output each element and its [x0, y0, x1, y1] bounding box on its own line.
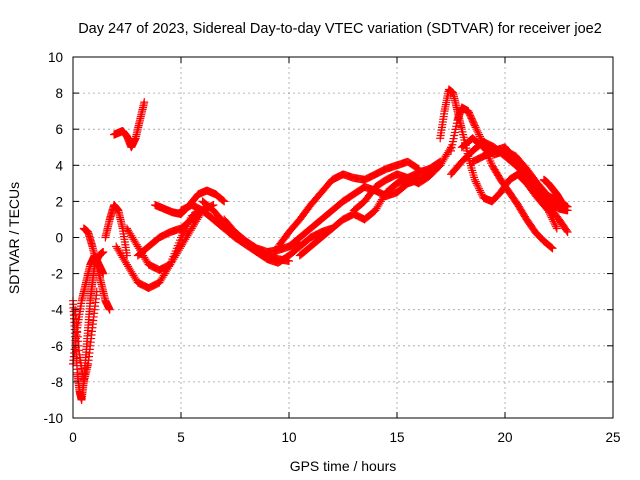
x-tick-label: 20	[497, 430, 512, 445]
series-track-14	[274, 157, 423, 251]
y-tick-label: -4	[51, 303, 63, 318]
y-tick-label: 4	[55, 158, 63, 173]
series-track-19	[447, 103, 557, 253]
data-point	[548, 244, 557, 253]
data-point	[550, 219, 559, 228]
data-point	[471, 177, 480, 186]
data-point	[219, 196, 228, 205]
data-point	[475, 130, 484, 139]
data-points	[69, 85, 572, 404]
data-point	[472, 179, 481, 188]
data-point	[547, 243, 556, 252]
y-tick-label: -10	[43, 411, 63, 426]
data-point	[552, 224, 561, 233]
x-tick-label: 5	[177, 430, 185, 445]
y-tick-label: -8	[51, 375, 63, 390]
data-point	[470, 121, 479, 130]
x-axis-label: GPS time / hours	[290, 458, 397, 474]
series-track-4	[101, 201, 131, 260]
data-point	[474, 128, 483, 137]
data-point	[473, 181, 482, 190]
series-track-2	[71, 287, 101, 386]
chart-title: Day 247 of 2023, Sidereal Day-to-day VTE…	[78, 21, 602, 37]
y-tick-label: 6	[55, 122, 63, 137]
y-tick-labels: -10 -8 -6 -4 -2 0 2 4 6 8 10	[43, 50, 63, 426]
series-track-18	[436, 85, 561, 233]
data-point	[105, 305, 114, 314]
series-track-22	[447, 137, 572, 215]
data-point	[475, 186, 484, 195]
data-point	[475, 132, 484, 141]
data-point	[445, 145, 454, 154]
y-axis-label: SDTVAR / TECUs	[6, 182, 22, 294]
data-point	[471, 123, 480, 132]
data-point	[562, 226, 571, 235]
data-point	[561, 202, 570, 211]
data-point	[474, 182, 483, 191]
series-track-5	[69, 251, 108, 368]
y-tick-label: 2	[55, 194, 63, 209]
x-tick-label: 0	[69, 430, 77, 445]
axis-ticks	[72, 56, 614, 419]
y-tick-label: -2	[51, 267, 63, 282]
data-point	[472, 125, 481, 134]
data-point	[475, 184, 484, 193]
series-track-16	[295, 157, 445, 260]
data-point	[563, 228, 572, 237]
data-point	[546, 242, 555, 251]
x-tick-label: 15	[389, 430, 404, 445]
data-point	[551, 220, 560, 229]
data-point	[476, 188, 485, 197]
data-point	[99, 247, 108, 256]
y-tick-label: 8	[55, 86, 63, 101]
x-tick-label: 10	[281, 430, 296, 445]
x-tick-label: 25	[605, 430, 620, 445]
data-point	[140, 98, 149, 107]
y-tick-label: 0	[55, 231, 63, 246]
data-point	[470, 175, 479, 184]
series-track-17	[349, 143, 455, 215]
data-point	[218, 195, 227, 204]
y-tick-label: 10	[48, 50, 63, 65]
data-point	[473, 127, 482, 136]
data-point	[99, 269, 108, 278]
data-point	[220, 197, 229, 206]
series-track-6	[110, 98, 149, 152]
grid	[73, 57, 613, 418]
data-point	[551, 222, 560, 231]
y-tick-label: -6	[51, 339, 63, 354]
series-track-23	[539, 175, 570, 211]
x-tick-labels: 0 5 10 15 20 25	[69, 430, 620, 445]
